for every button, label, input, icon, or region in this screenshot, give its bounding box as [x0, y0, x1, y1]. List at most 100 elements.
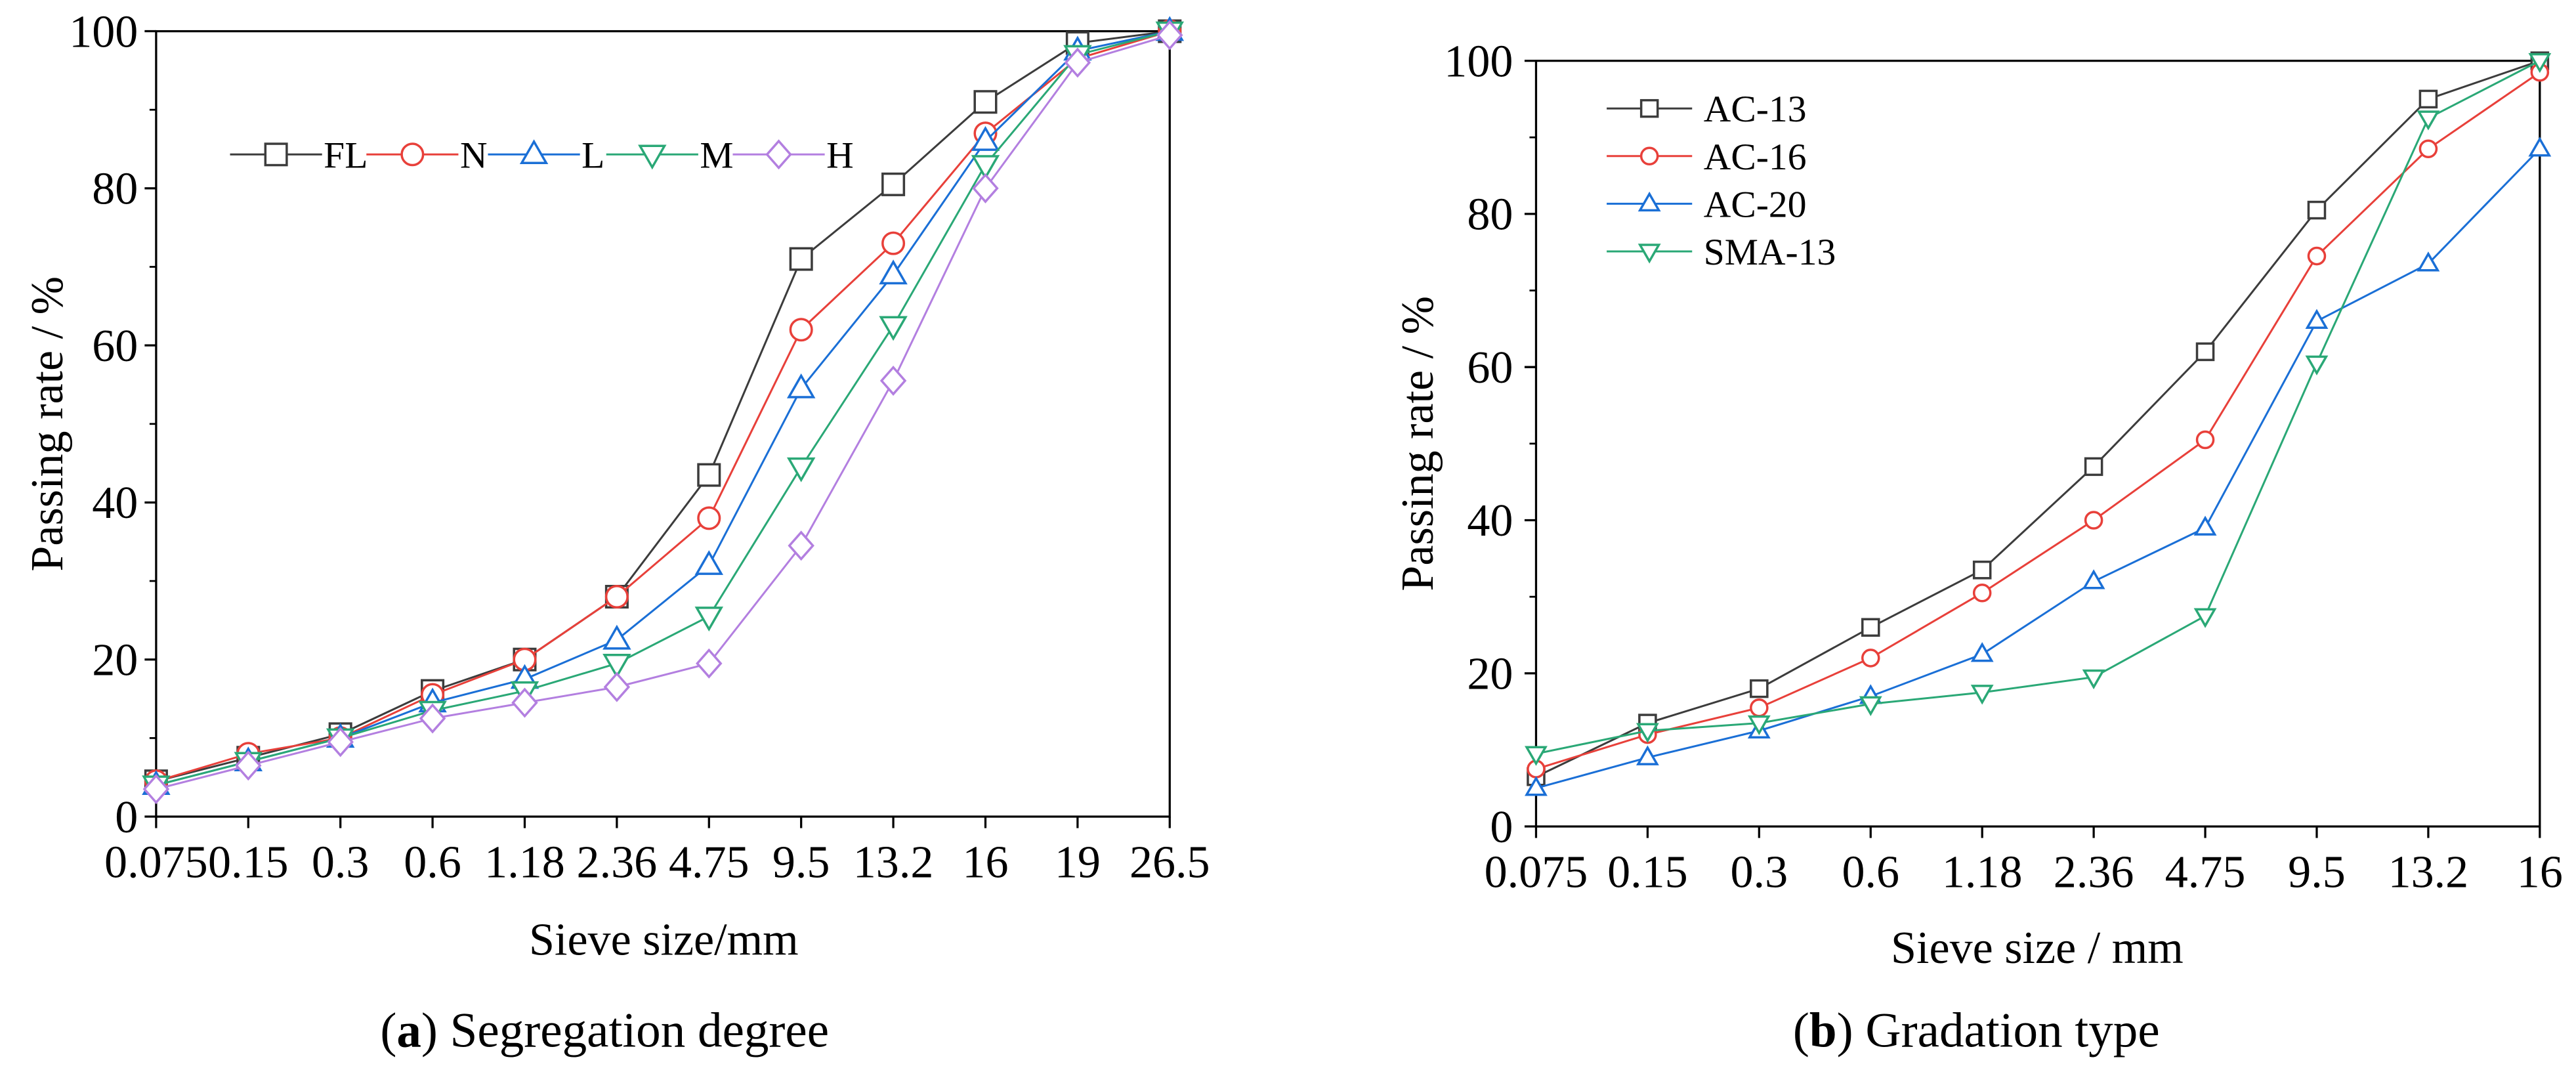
x-tick-label: 16 — [2517, 847, 2563, 898]
series-M — [142, 21, 1185, 801]
legend-marker-AC-16 — [1639, 146, 1659, 166]
legend-marker-AC-13 — [1639, 98, 1659, 118]
x-tick-label: 0.15 — [208, 838, 289, 888]
series-line-AC-13 — [1535, 60, 2541, 778]
legend-entry-L: L — [488, 135, 604, 176]
series-AC-16 — [1527, 62, 2550, 779]
data-point-FL-13.2 — [881, 172, 906, 196]
series-line-H — [156, 34, 1170, 790]
legend-label: L — [581, 135, 604, 176]
y-tick-label: 60 — [92, 321, 138, 372]
x-tick-label: 26.5 — [1130, 838, 1210, 888]
series-line-AC-16 — [1536, 71, 2541, 771]
data-point-SMA-13-9.5 — [2305, 355, 2329, 375]
chart-segregation-degree: 0 20 40 60 80 100 0.075 0.15 0.3 0.6 1.18 2.36 4.75 9… — [22, 7, 1210, 1057]
data-point-SMA-13-2.36 — [2082, 669, 2105, 690]
legend-entry-M: M — [606, 135, 734, 176]
x-tick-label: 9.5 — [2288, 847, 2346, 898]
legend-entry-N: N — [366, 135, 488, 176]
data-point-M-13.2 — [879, 316, 908, 341]
x-tick-label: 0.075 — [104, 838, 208, 888]
legend-label: AC-20 — [1704, 184, 1807, 225]
data-point-AC-13-0.6 — [1861, 618, 1880, 637]
legend-marker-M — [638, 144, 667, 170]
legend-marker-AC-20 — [1637, 191, 1661, 212]
data-point-L-4.75 — [694, 550, 724, 575]
data-point-H-19 — [1064, 47, 1091, 78]
legend-entry-AC-16: AC-16 — [1607, 137, 1806, 178]
series-line-M — [156, 30, 1170, 786]
x-tick-label: 4.75 — [669, 838, 750, 888]
caption-text: ) Segregation degree — [421, 1003, 829, 1057]
y-tick-label: 20 — [92, 635, 138, 686]
legend-entry-H: H — [732, 135, 854, 176]
data-point-AC-20-13.2 — [2417, 251, 2440, 272]
y-tick-label: 80 — [92, 164, 138, 215]
caption-text: ) Gradation type — [1837, 1003, 2160, 1057]
data-point-FL-16 — [973, 90, 998, 114]
data-point-AC-20-16 — [2528, 137, 2552, 157]
data-point-SMA-13-13.2 — [2417, 110, 2440, 131]
data-point-H-4.75 — [696, 648, 723, 679]
legend-label: SMA-13 — [1704, 232, 1836, 273]
data-point-H-0.15 — [235, 750, 262, 781]
data-point-L-9.5 — [786, 373, 816, 398]
data-point-SMA-13-0.075 — [1525, 746, 1548, 766]
legend-entry-AC-13: AC-13 — [1607, 89, 1806, 130]
data-point-AC-13-1.18 — [1972, 561, 1992, 580]
y-tick-label: 60 — [1467, 343, 1513, 393]
legend-marker-SMA-13 — [1637, 244, 1661, 264]
legend-label: H — [826, 135, 854, 176]
legend-label: M — [700, 135, 733, 176]
series-line-SMA-13 — [1536, 60, 2541, 755]
data-point-H-0.075 — [142, 774, 170, 805]
data-point-AC-16-0.3 — [1750, 698, 1769, 717]
data-point-AC-13-9.5 — [2307, 200, 2327, 220]
y-axis-label: Passing rate / % — [22, 276, 73, 572]
x-tick-label: 0.6 — [1842, 847, 1899, 898]
data-point-N-13.2 — [881, 231, 906, 255]
chart-caption: (b) Gradation type — [1793, 1003, 2160, 1057]
data-point-SMA-13-0.6 — [1859, 696, 1882, 716]
y-tick-label: 0 — [115, 792, 138, 843]
legend-entry-AC-20: AC-20 — [1607, 184, 1806, 225]
data-point-N-2.36 — [604, 584, 629, 609]
data-point-M-2.36 — [602, 653, 631, 679]
x-axis-label: Sieve size/mm — [529, 914, 799, 965]
legend-marker-L — [519, 139, 549, 165]
data-point-M-9.5 — [786, 457, 816, 482]
data-point-AC-13-0.3 — [1750, 679, 1769, 698]
y-tick-label: 100 — [69, 7, 138, 57]
chart-caption: (a) Segregation degree — [380, 1003, 829, 1057]
data-point-H-1.18 — [511, 687, 538, 718]
legend-label: AC-16 — [1704, 137, 1807, 178]
data-point-H-16 — [972, 173, 999, 203]
series-AC-13 — [1527, 51, 2550, 786]
data-point-M-16 — [971, 155, 1000, 180]
data-point-AC-20-4.75 — [2193, 515, 2217, 536]
data-point-AC-16-4.75 — [2195, 430, 2215, 450]
data-point-AC-20-1.18 — [1970, 642, 1994, 662]
data-point-M-4.75 — [694, 607, 724, 631]
y-tick-label: 80 — [1467, 190, 1513, 240]
data-point-L-13.2 — [879, 259, 908, 285]
x-tick-label: 1.18 — [484, 838, 565, 888]
x-tick-label: 2.36 — [2054, 847, 2134, 898]
data-point-AC-16-9.5 — [2307, 246, 2327, 266]
data-point-H-13.2 — [879, 365, 907, 396]
data-point-AC-20-2.36 — [2082, 569, 2105, 589]
x-tick-label: 19 — [1055, 838, 1101, 888]
data-point-AC-13-13.2 — [2418, 89, 2438, 109]
y-axis-label: Passing rate / % — [1393, 296, 1443, 591]
data-point-H-0.6 — [419, 703, 446, 734]
x-tick-label: 13.2 — [2388, 847, 2469, 898]
legend-entry-FL: FL — [230, 135, 368, 176]
series-line-FL — [156, 30, 1170, 782]
x-tick-label: 0.6 — [404, 838, 461, 888]
data-point-SMA-13-1.18 — [1970, 685, 1994, 705]
data-point-L-2.36 — [602, 624, 631, 650]
x-tick-label: 2.36 — [577, 838, 658, 888]
legend-marker-N — [400, 142, 425, 167]
data-point-AC-16-2.36 — [2084, 511, 2103, 530]
